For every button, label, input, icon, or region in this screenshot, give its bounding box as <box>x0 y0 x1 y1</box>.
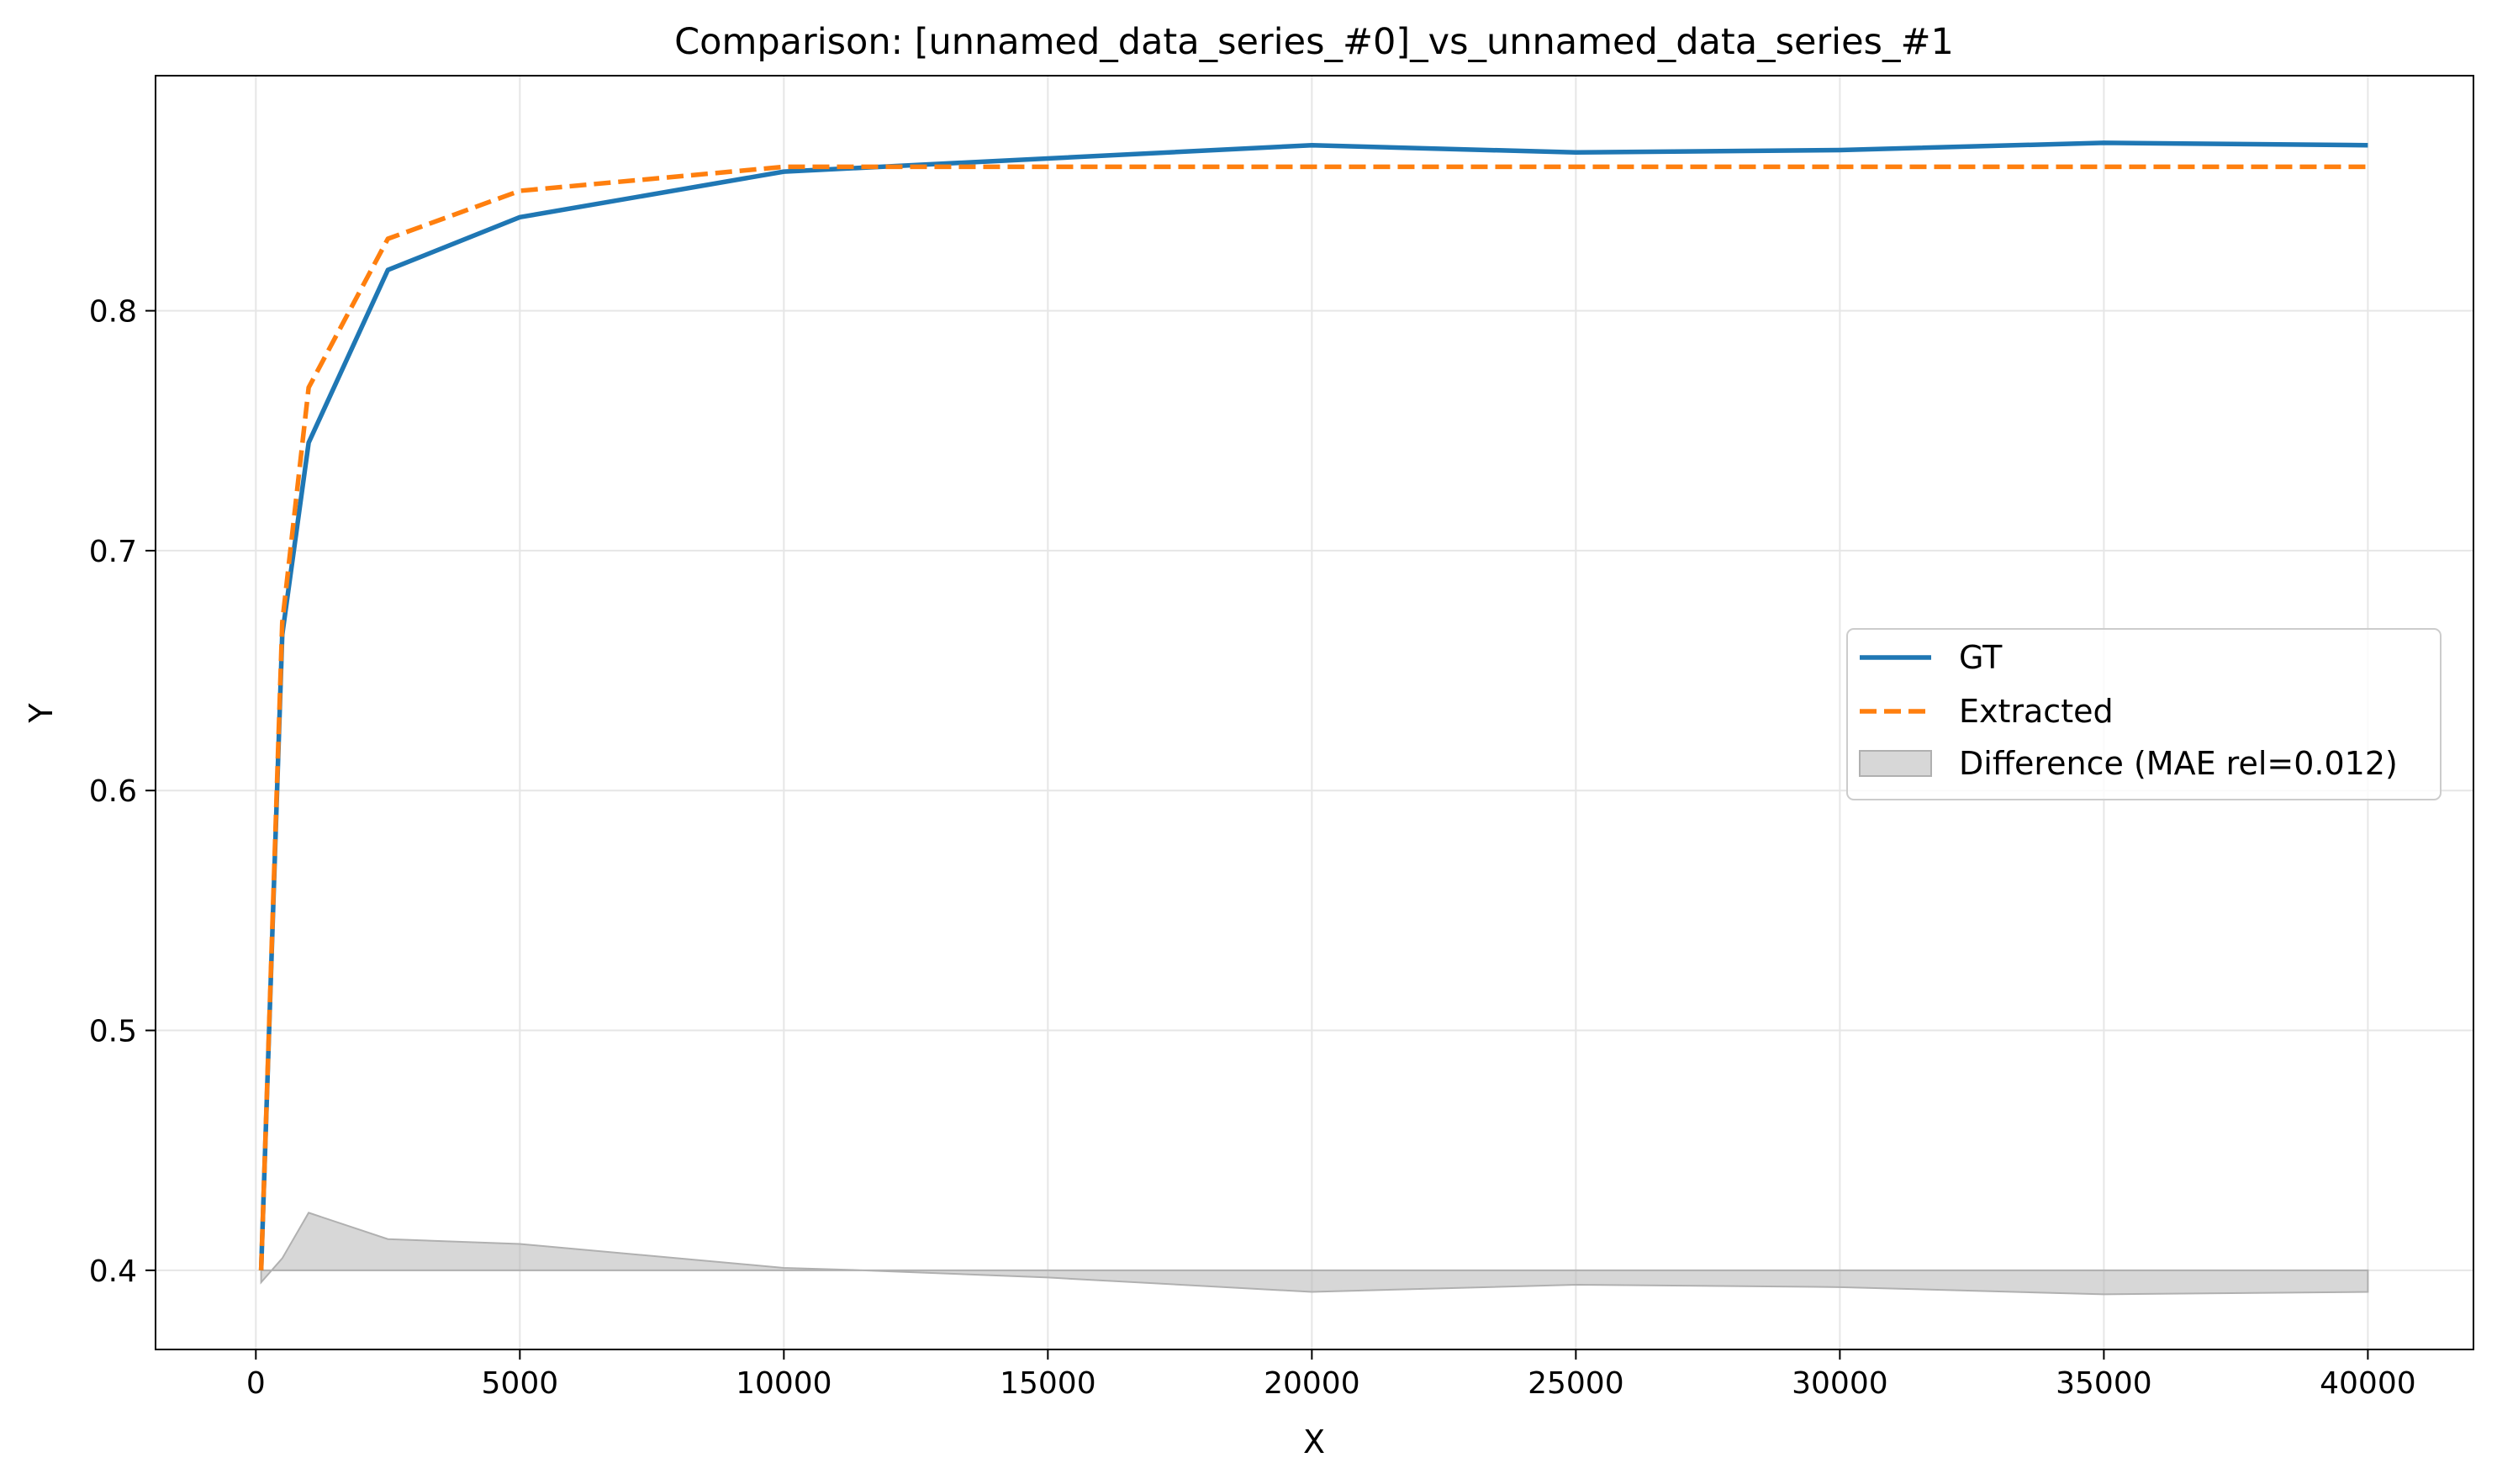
x-tick-label: 40000 <box>2320 1366 2416 1401</box>
x-axis-title: X <box>1303 1423 1325 1460</box>
y-tick-label: 0.7 <box>89 535 137 569</box>
legend-difference-swatch <box>1859 750 1932 777</box>
x-tick-label: 35000 <box>2056 1366 2152 1401</box>
x-tick-label: 5000 <box>482 1366 559 1401</box>
legend-gt-label: GT <box>1959 639 2003 676</box>
series-line-gt <box>258 140 2368 1270</box>
y-tick-label: 0.4 <box>89 1254 137 1289</box>
legend-extracted-label: Extracted <box>1959 693 2114 730</box>
legend: GT Extracted Difference (MAE rel=0.012) <box>1846 628 2442 800</box>
x-axis-ticks: 0 5000 10000 15000 20000 25000 30000 35000 40000 <box>246 1349 2416 1401</box>
x-tick-label: 0 <box>246 1366 266 1401</box>
difference-area-layer <box>260 1212 2369 1296</box>
x-tick-label: 20000 <box>1264 1366 1360 1401</box>
y-axis-title: Y <box>23 703 60 724</box>
x-tick-label: 10000 <box>736 1366 832 1401</box>
x-tick-label: 25000 <box>1528 1366 1624 1401</box>
chart-title: Comparison: [unnamed_data_series_#0]_vs_… <box>674 21 1954 63</box>
x-tick-label: 30000 <box>1792 1366 1888 1401</box>
x-tick-label: 15000 <box>1000 1366 1096 1401</box>
y-tick-label: 0.5 <box>89 1015 137 1049</box>
y-tick-label: 0.6 <box>89 774 137 809</box>
legend-difference-label: Difference (MAE rel=0.012) <box>1959 745 2398 782</box>
series-lines-layer <box>258 140 2368 1270</box>
legend-box <box>1846 628 2442 800</box>
series-line-extracted <box>258 164 2368 1270</box>
y-axis-ticks: 0.4 0.5 0.6 0.7 0.8 <box>89 295 156 1289</box>
y-tick-label: 0.8 <box>89 295 137 330</box>
plot-frame <box>155 75 2474 1350</box>
difference-area <box>260 1212 2369 1296</box>
